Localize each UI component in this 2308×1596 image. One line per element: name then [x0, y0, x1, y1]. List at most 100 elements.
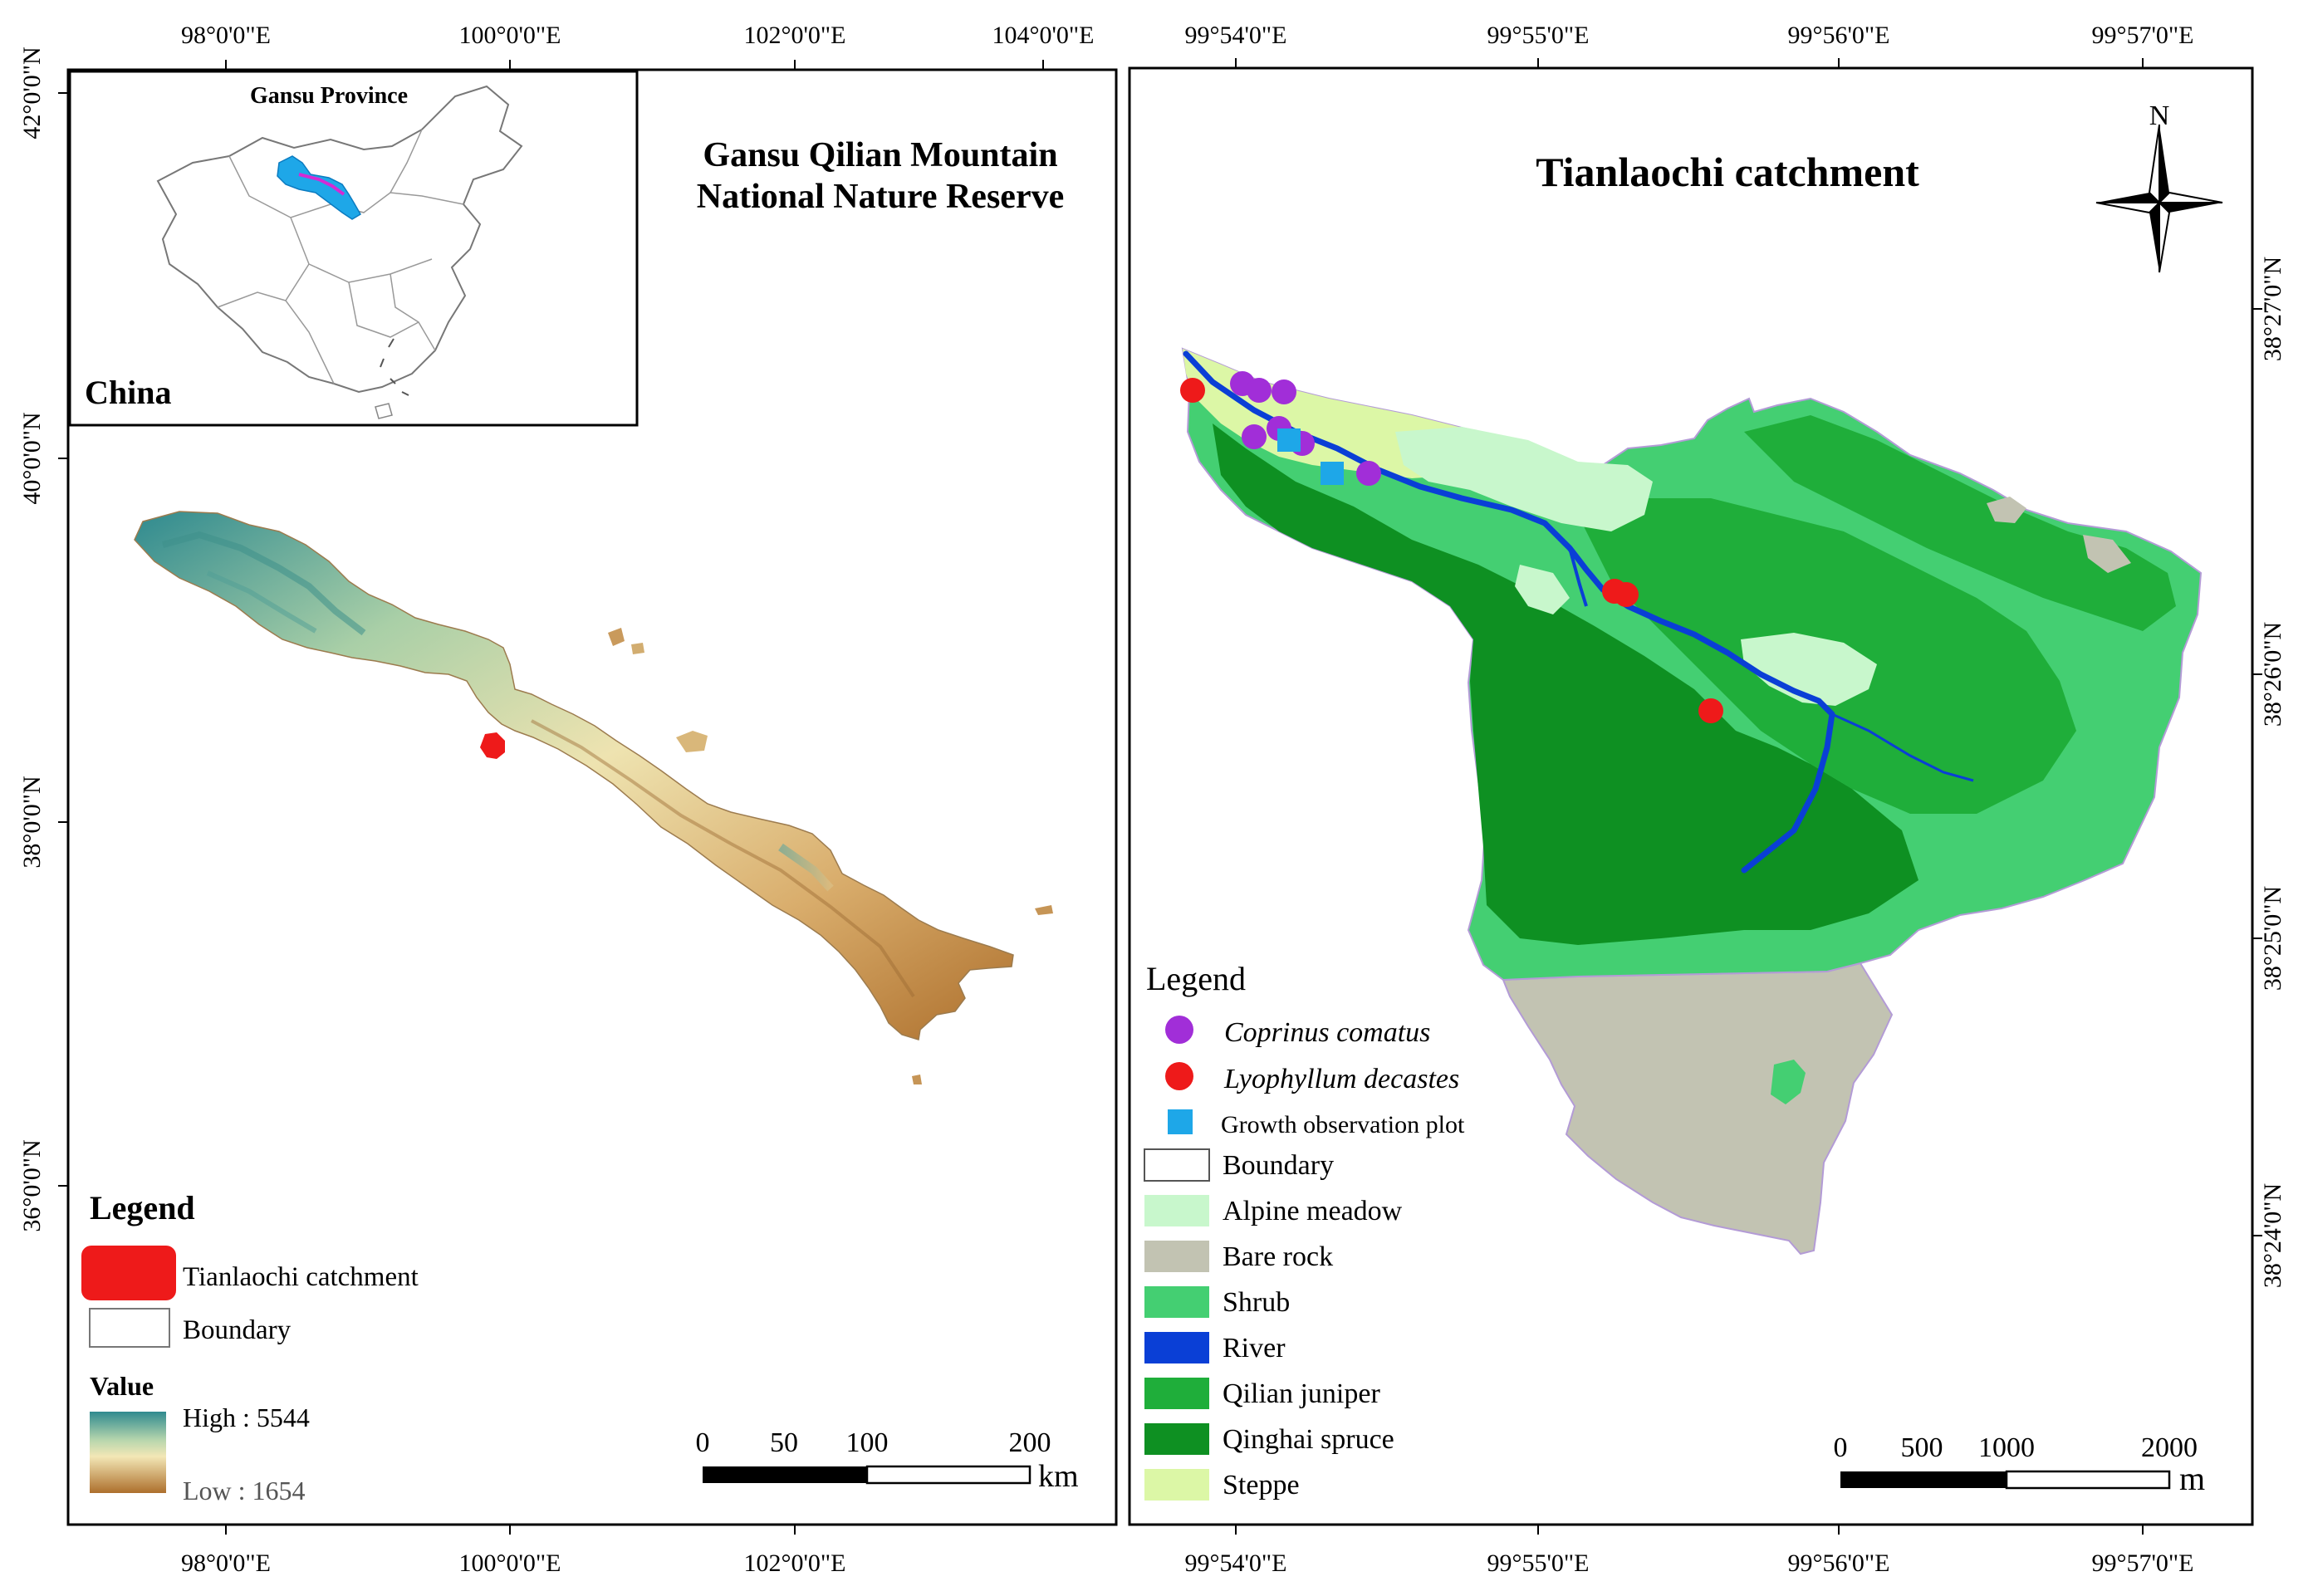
- left-scale-tick-0: 0: [696, 1427, 710, 1458]
- china-outline: [156, 85, 523, 394]
- dem-ridge-3: [531, 719, 915, 998]
- landcover-bare-rock-patch-2: [2083, 535, 2131, 573]
- legend-landcover-swatch: [1144, 1423, 1209, 1455]
- legend-landcover-label: Qinghai spruce: [1223, 1424, 1394, 1455]
- right-scale-bar-black: [1840, 1471, 2007, 1488]
- legend-lyophyllum-symbol: [1165, 1062, 1193, 1090]
- right-scale-tick-2000: 2000: [2141, 1432, 2198, 1463]
- china-island-hainan: [375, 403, 393, 419]
- legend-coprinus-symbol: [1165, 1016, 1193, 1044]
- right-map-title: Tianlaochi catchment: [1536, 149, 1919, 195]
- right-bottom-tick-4: 99°57'0"E: [2092, 1549, 2194, 1577]
- left-scale-tick-50: 50: [770, 1427, 798, 1458]
- right-bottom-tick-2: 99°55'0"E: [1487, 1549, 1590, 1577]
- left-scale-tick-200: 200: [1009, 1427, 1051, 1458]
- legend-landcover-label: Alpine meadow: [1223, 1196, 1403, 1226]
- landcover-alpine-meadow-2: [1741, 633, 1877, 706]
- landcover-alpine-meadow-1: [1395, 427, 1653, 531]
- legend-landcover-swatch: [1144, 1286, 1209, 1318]
- dem-island-5: [912, 1075, 922, 1084]
- qilian-dem: [134, 511, 1053, 1084]
- left-scale-bar-black: [703, 1466, 867, 1483]
- gansu-province-highlight: [277, 155, 362, 220]
- left-lat-tick-3: 38°0'0"N: [18, 776, 46, 868]
- dem-ridge-2: [206, 570, 317, 634]
- dem-island-2: [631, 643, 644, 654]
- catchment-landcover: [1181, 347, 2203, 1256]
- right-lat-tick-1: 38°27'0"N: [2259, 257, 2286, 361]
- legend-plot-symbol: [1168, 1109, 1193, 1134]
- right-scale-unit: m: [2179, 1460, 2205, 1497]
- left-legend: Legend Tianlaochi catchment Boundary Val…: [81, 1189, 419, 1505]
- dem-island-4: [1035, 905, 1053, 915]
- right-top-tick-1: 99°54'0"E: [1185, 22, 1287, 49]
- left-lat-tick-4: 36°0'0"N: [18, 1139, 46, 1231]
- right-lat-tick-3: 38°25'0"N: [2259, 886, 2286, 991]
- lyophyllum-point: [1614, 582, 1639, 607]
- legend-boundary-swatch: [89, 1308, 170, 1348]
- legend-dem-low: Low : 1654: [183, 1476, 306, 1505]
- left-map-title-line2: National Nature Reserve: [697, 178, 1064, 216]
- inset-country-label: China: [85, 374, 172, 411]
- lyophyllum-point: [1698, 698, 1723, 723]
- legend-landcover-label: Bare rock: [1223, 1241, 1333, 1272]
- right-top-tick-2: 99°55'0"E: [1487, 22, 1590, 49]
- landcover-qinghai-spruce: [1213, 423, 1918, 945]
- legend-landcover-label: Qilian juniper: [1223, 1378, 1380, 1409]
- right-tick-marks: [1235, 58, 2262, 1535]
- left-top-tick-1: 98°0'0"E: [181, 22, 271, 49]
- left-tick-marks: [58, 60, 1044, 1535]
- right-scale-bar: 0 500 1000 2000 m: [1834, 1432, 2206, 1497]
- legend-lyophyllum-label: Lyophyllum decastes: [1223, 1064, 1459, 1094]
- right-bottom-tick-3: 99°56'0"E: [1788, 1549, 1890, 1577]
- north-arrow-icon: N: [2095, 100, 2223, 273]
- right-scale-tick-500: 500: [1901, 1432, 1943, 1463]
- left-legend-title: Legend: [90, 1189, 195, 1226]
- lyophyllum-point: [1180, 378, 1205, 403]
- right-top-tick-3: 99°56'0"E: [1788, 22, 1890, 49]
- left-lat-tick-1: 42°0'0"N: [18, 47, 46, 139]
- landcover-shrub-isle: [1771, 1060, 1806, 1104]
- legend-plot-label: Growth observation plot: [1221, 1111, 1465, 1138]
- left-scale-bar-white: [865, 1465, 1031, 1485]
- landcover-bare-rock-patch: [1987, 497, 2026, 523]
- right-top-tick-4: 99°57'0"E: [2092, 22, 2194, 49]
- legend-landcover-swatch: [1144, 1195, 1209, 1226]
- dem-ridge-1: [161, 531, 366, 636]
- legend-landcover-swatch: [1144, 1332, 1209, 1363]
- right-panel: 99°54'0"E 99°55'0"E 99°56'0"E 99°57'0"E …: [1128, 22, 2286, 1577]
- left-top-tick-3: 102°0'0"E: [744, 22, 846, 49]
- right-scale-tick-1000: 1000: [1978, 1432, 2035, 1463]
- legend-catchment-label: Tianlaochi catchment: [183, 1262, 419, 1292]
- legend-landcover-label: Steppe: [1223, 1470, 1300, 1501]
- china-nine-dash: [380, 338, 409, 396]
- landcover-juniper-north: [1744, 415, 2176, 631]
- left-top-tick-2: 100°0'0"E: [459, 22, 561, 49]
- left-bottom-tick-2: 100°0'0"E: [459, 1549, 561, 1577]
- right-scale-tick-0: 0: [1834, 1432, 1848, 1463]
- left-bottom-tick-3: 102°0'0"E: [744, 1549, 846, 1577]
- legend-value-title: Value: [90, 1371, 154, 1401]
- left-top-tick-4: 104°0'0"E: [992, 22, 1095, 49]
- north-label: N: [2149, 100, 2170, 131]
- qilian-reserve-shape: [134, 511, 1014, 1040]
- legend-landcover-label: River: [1223, 1333, 1286, 1363]
- sampling-points: [1180, 371, 1723, 723]
- coprinus-point: [1272, 379, 1296, 404]
- right-lat-tick-4: 38°24'0"N: [2259, 1183, 2286, 1288]
- dem-island-1: [608, 628, 625, 646]
- left-map-title-line1: Gansu Qilian Mountain: [703, 136, 1057, 174]
- right-legend: Legend Coprinus comatus Lyophyllum decas…: [1146, 960, 1465, 1138]
- legend-dem-ramp: [90, 1412, 166, 1493]
- landcover-legend-items: Boundary Alpine meadow Bare rock Shrub River…: [1144, 1148, 1403, 1501]
- left-scale-bar: 0 50 100 200 km: [696, 1427, 1079, 1494]
- dem-island-3: [676, 731, 708, 752]
- legend-landcover-swatch: [1144, 1148, 1210, 1182]
- catchment-location-marker: [480, 732, 505, 759]
- river-branch: [1568, 547, 1588, 607]
- growth-plot-point: [1277, 428, 1301, 452]
- growth-plot-point: [1321, 462, 1344, 485]
- coprinus-point: [1356, 461, 1381, 486]
- china-inset: Gansu Province China: [68, 70, 639, 427]
